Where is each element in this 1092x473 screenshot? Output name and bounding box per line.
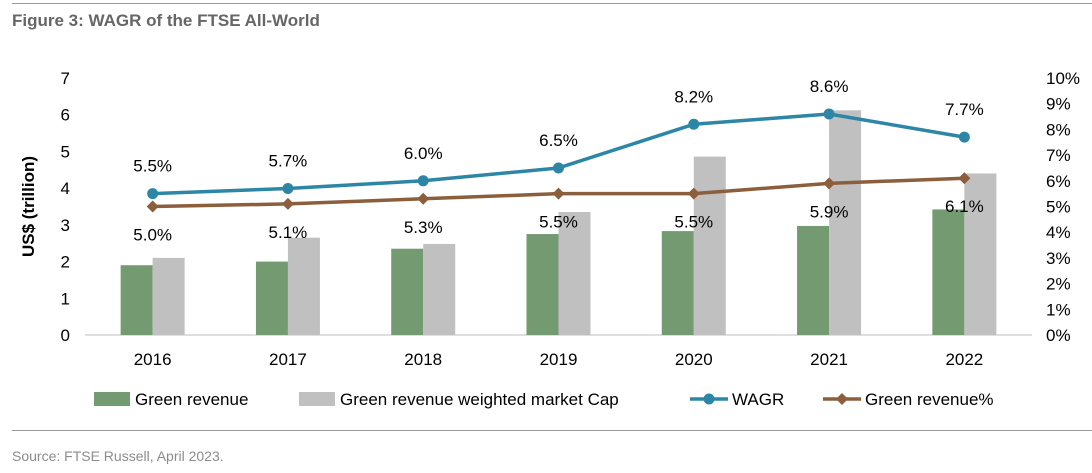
green-revenue-pct-data-label: 5.5% xyxy=(674,213,713,232)
market-cap-bar xyxy=(693,156,726,335)
x-tick-label: 2022 xyxy=(945,350,983,369)
green-revenue-bar xyxy=(661,231,694,335)
market-cap-bar xyxy=(287,237,320,335)
left-tick-label: 3 xyxy=(61,216,70,235)
legend-green-revenue-swatch xyxy=(94,392,130,406)
market-cap-bar xyxy=(152,257,185,335)
wagr-data-label: 6.5% xyxy=(539,131,578,150)
green-revenue-bar xyxy=(391,248,424,335)
green-revenue-pct-point xyxy=(958,172,971,185)
green-revenue-pct-point xyxy=(146,200,159,213)
green-revenue-pct-point xyxy=(552,187,565,200)
x-tick-label: 2017 xyxy=(269,350,307,369)
market-cap-bar xyxy=(829,110,862,336)
top-divider xyxy=(12,3,1092,4)
wagr-point xyxy=(282,183,294,195)
green-revenue-pct-data-label: 6.1% xyxy=(945,197,984,216)
legend-green-revenue-pct-label: Green revenue% xyxy=(865,390,994,409)
legend-wagr-swatch-marker xyxy=(703,393,715,405)
market-cap-bar xyxy=(423,243,456,335)
figure-title: Figure 3: WAGR of the FTSE All-World xyxy=(12,11,320,30)
right-tick-label: 5% xyxy=(1046,198,1071,217)
left-tick-label: 2 xyxy=(61,253,70,272)
green-revenue-pct-data-label: 5.0% xyxy=(133,226,172,245)
x-tick-label: 2020 xyxy=(675,350,713,369)
left-tick-label: 4 xyxy=(61,179,70,198)
legend-green-revenue-pct-swatch-marker xyxy=(836,393,848,405)
green-revenue-pct-point xyxy=(281,197,294,210)
wagr-data-label: 8.2% xyxy=(674,87,713,106)
right-tick-label: 2% xyxy=(1046,275,1071,294)
bottom-divider xyxy=(12,430,1092,431)
wagr-point xyxy=(417,175,429,187)
wagr-point xyxy=(553,162,564,174)
left-tick-label: 7 xyxy=(61,69,70,88)
green-revenue-pct-point xyxy=(417,192,430,205)
wagr-data-label: 5.5% xyxy=(133,157,172,176)
market-cap-bar xyxy=(558,212,591,335)
x-tick-label: 2016 xyxy=(134,350,172,369)
legend-market-cap-swatch xyxy=(299,392,335,406)
green-revenue-pct-data-label: 5.3% xyxy=(404,218,443,237)
green-revenue-bar xyxy=(797,225,830,335)
x-tick-label: 2021 xyxy=(810,350,848,369)
wagr-data-label: 6.0% xyxy=(404,144,443,163)
right-tick-label: 0% xyxy=(1046,326,1071,345)
green-revenue-bar xyxy=(526,234,559,335)
y-axis-title: US$ (trillion) xyxy=(19,156,38,257)
legend-market-cap-label: Green revenue weighted market Cap xyxy=(340,390,619,409)
legend-green-revenue-label: Green revenue xyxy=(135,390,248,409)
left-tick-label: 6 xyxy=(61,106,70,125)
left-tick-label: 0 xyxy=(61,326,70,345)
right-tick-label: 6% xyxy=(1046,172,1071,191)
x-tick-label: 2019 xyxy=(540,350,578,369)
right-tick-label: 3% xyxy=(1046,249,1071,268)
wagr-point xyxy=(958,131,970,143)
legend-wagr-label: WAGR xyxy=(732,390,784,409)
right-tick-label: 4% xyxy=(1046,223,1071,242)
wagr-data-label: 8.6% xyxy=(810,77,849,96)
wagr-point xyxy=(823,108,835,120)
left-tick-label: 5 xyxy=(61,142,70,161)
source-note: Source: FTSE Russell, April 2023. xyxy=(12,448,224,464)
right-tick-label: 7% xyxy=(1046,146,1071,165)
left-tick-label: 1 xyxy=(61,289,70,308)
wagr-point xyxy=(147,188,159,200)
wagr-data-label: 7.7% xyxy=(945,100,984,119)
green-revenue-bar xyxy=(932,209,965,335)
green-revenue-pct-data-label: 5.9% xyxy=(810,202,849,221)
green-revenue-bar xyxy=(255,261,288,335)
green-revenue-bar xyxy=(120,265,153,335)
market-cap-bar xyxy=(964,173,997,335)
right-tick-label: 1% xyxy=(1046,300,1071,319)
right-tick-label: 9% xyxy=(1046,95,1071,114)
wagr-point xyxy=(688,118,700,130)
green-revenue-pct-data-label: 5.5% xyxy=(539,213,578,232)
green-revenue-pct-point xyxy=(823,177,836,190)
green-revenue-pct-point xyxy=(687,187,700,200)
wagr-data-label: 5.7% xyxy=(269,152,308,171)
green-revenue-pct-data-label: 5.1% xyxy=(269,223,308,242)
right-tick-label: 10% xyxy=(1046,69,1080,88)
x-tick-label: 2018 xyxy=(404,350,442,369)
right-tick-label: 8% xyxy=(1046,120,1071,139)
